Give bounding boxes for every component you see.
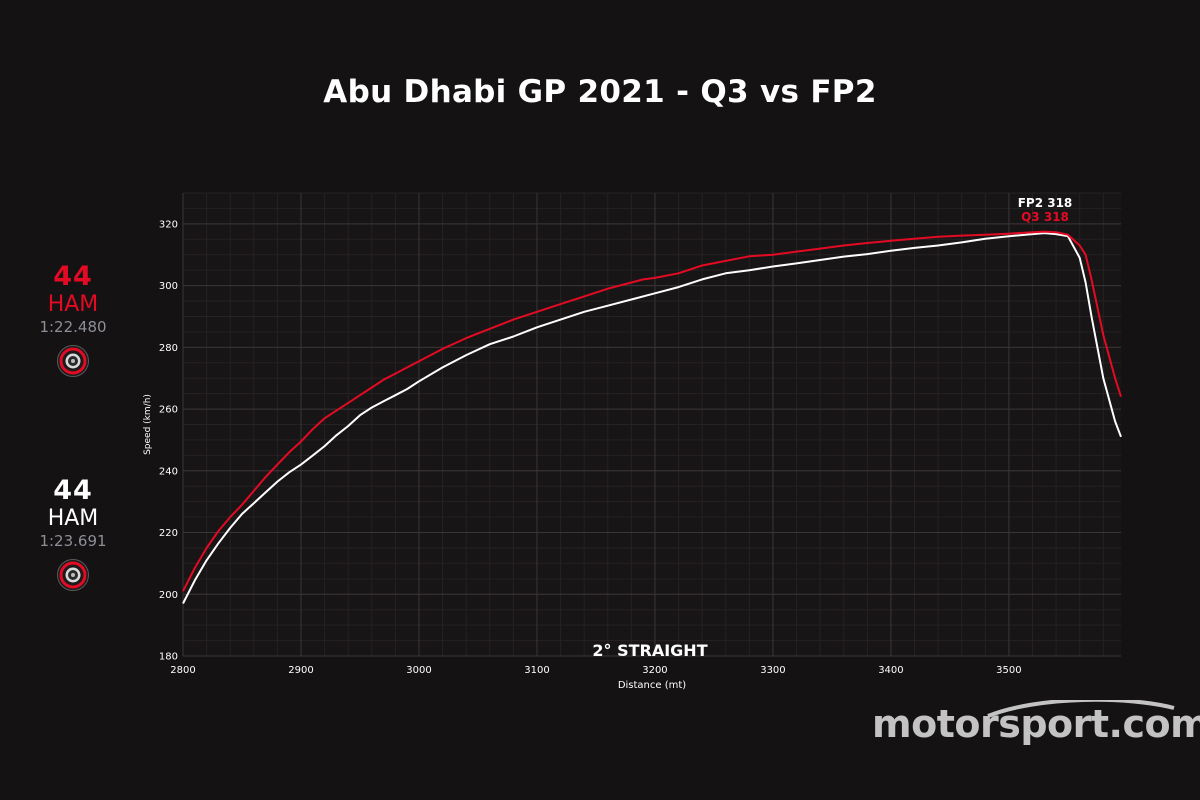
x-tick-label: 3200 bbox=[642, 665, 667, 676]
chart-title: Abu Dhabi GP 2021 - Q3 vs FP2 bbox=[323, 74, 877, 110]
series-line-fp2 bbox=[182, 232, 1122, 604]
top-speed-label: FP2 318 bbox=[1018, 196, 1073, 210]
soft-tyre-icon bbox=[56, 558, 90, 592]
top-speed-label: Q3 318 bbox=[1021, 210, 1069, 224]
x-tick-label: 3300 bbox=[760, 665, 785, 676]
x-tick-label: 3400 bbox=[878, 665, 903, 676]
motorsport-logo-swoosh bbox=[987, 700, 1175, 718]
y-tick-label: 240 bbox=[159, 466, 178, 477]
driver-code: HAM bbox=[47, 506, 99, 531]
y-tick-label: 280 bbox=[159, 343, 178, 354]
y-tick-label: 260 bbox=[159, 405, 178, 416]
lap-time: 1:22.480 bbox=[39, 318, 107, 336]
lap-time: 1:23.691 bbox=[39, 532, 107, 550]
driver-card-q3: 44 HAM 1:22.480 bbox=[22, 262, 124, 378]
soft-tyre-icon bbox=[56, 344, 90, 378]
x-tick-label: 3500 bbox=[996, 665, 1021, 676]
driver-code: HAM bbox=[47, 292, 99, 317]
x-tick-label: 2900 bbox=[288, 665, 313, 676]
section-annotation: 2° STRAIGHT bbox=[592, 641, 707, 660]
y-tick-label: 320 bbox=[159, 219, 178, 230]
driver-number: 44 bbox=[53, 261, 93, 292]
driver-card-fp2: 44 HAM 1:23.691 bbox=[22, 476, 124, 592]
driver-number: 44 bbox=[53, 475, 93, 506]
x-tick-label: 2800 bbox=[170, 665, 195, 676]
series-line-q3 bbox=[182, 230, 1122, 592]
y-tick-label: 180 bbox=[159, 652, 178, 663]
y-axis-label: Speed (km/h) bbox=[143, 394, 153, 455]
x-axis-label: Distance (mt) bbox=[618, 680, 686, 691]
y-tick-label: 200 bbox=[159, 590, 178, 601]
motorsport-watermark: motorsport.com bbox=[872, 702, 1200, 746]
y-tick-label: 220 bbox=[159, 528, 178, 539]
x-tick-label: 3000 bbox=[406, 665, 431, 676]
x-tick-label: 3100 bbox=[524, 665, 549, 676]
y-tick-label: 300 bbox=[159, 281, 178, 292]
